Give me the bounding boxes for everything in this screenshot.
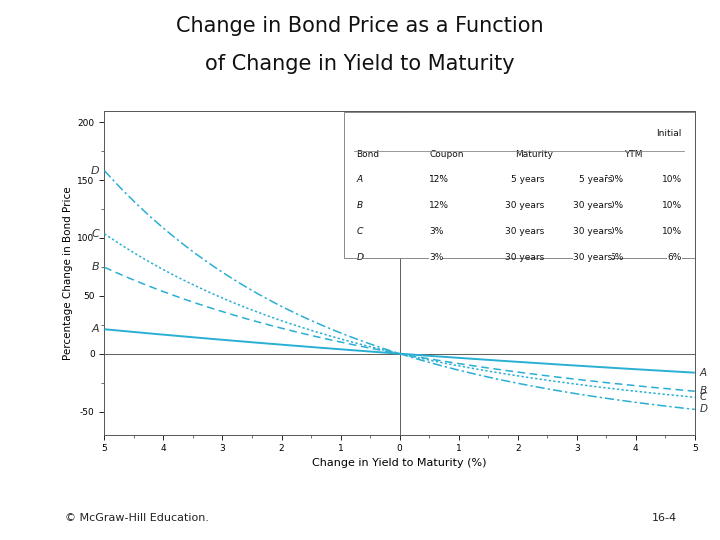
Text: YTM: YTM: [624, 150, 642, 159]
Text: C: C: [700, 392, 707, 402]
Text: 10%: 10%: [662, 176, 682, 185]
Text: Coupon: Coupon: [429, 150, 464, 159]
Text: A: A: [700, 368, 706, 377]
Text: 5 years: 5 years: [579, 176, 612, 185]
Text: 30 years: 30 years: [573, 253, 612, 262]
Text: 30 years: 30 years: [505, 253, 544, 262]
Text: 3%: 3%: [429, 253, 444, 262]
Text: 30 years: 30 years: [505, 201, 544, 211]
Text: 6%: 6%: [610, 253, 624, 262]
Text: D: D: [91, 166, 99, 176]
FancyBboxPatch shape: [343, 112, 695, 258]
Text: 3%: 3%: [429, 227, 444, 237]
Text: 30 years: 30 years: [505, 227, 544, 237]
Text: 16-4: 16-4: [652, 514, 677, 523]
Text: 6%: 6%: [667, 253, 682, 262]
Text: A: A: [356, 176, 363, 185]
Text: C: C: [92, 229, 99, 239]
Text: A: A: [92, 324, 99, 334]
Text: 10%: 10%: [662, 201, 682, 211]
Text: Bond: Bond: [356, 150, 379, 159]
Text: B: B: [700, 386, 706, 396]
Text: 12%: 12%: [429, 176, 449, 185]
Text: 12%: 12%: [429, 176, 449, 185]
Text: C: C: [356, 227, 363, 237]
Text: B: B: [92, 262, 99, 272]
Text: © McGraw-Hill Education.: © McGraw-Hill Education.: [65, 514, 209, 523]
Text: 12%: 12%: [429, 201, 449, 211]
Text: 12%: 12%: [429, 201, 449, 211]
Text: A: A: [356, 176, 363, 185]
Text: Maturity: Maturity: [515, 150, 553, 159]
Text: D: D: [700, 404, 708, 414]
Text: of Change in Yield to Maturity: of Change in Yield to Maturity: [205, 54, 515, 74]
Text: 10%: 10%: [604, 176, 624, 185]
Text: D: D: [356, 253, 364, 262]
Text: C: C: [356, 227, 363, 237]
Text: 30 years: 30 years: [573, 227, 612, 237]
Text: B: B: [356, 201, 363, 211]
Text: Initial: Initial: [657, 129, 682, 138]
Text: 3%: 3%: [429, 227, 444, 237]
Text: 30 years: 30 years: [573, 201, 612, 211]
Text: D: D: [356, 253, 364, 262]
Text: 10%: 10%: [604, 201, 624, 211]
Text: B: B: [356, 201, 363, 211]
Y-axis label: Percentage Change in Bond Price: Percentage Change in Bond Price: [63, 186, 73, 360]
Text: 10%: 10%: [604, 227, 624, 237]
Text: 10%: 10%: [662, 227, 682, 237]
Text: Change in Bond Price as a Function: Change in Bond Price as a Function: [176, 16, 544, 36]
Text: 5 years: 5 years: [510, 176, 544, 185]
Text: 3%: 3%: [429, 253, 444, 262]
Text: INVESTMENTS | BODIE, KANE, MARCUS: INVESTMENTS | BODIE, KANE, MARCUS: [377, 471, 698, 487]
X-axis label: Change in Yield to Maturity (%): Change in Yield to Maturity (%): [312, 457, 487, 468]
